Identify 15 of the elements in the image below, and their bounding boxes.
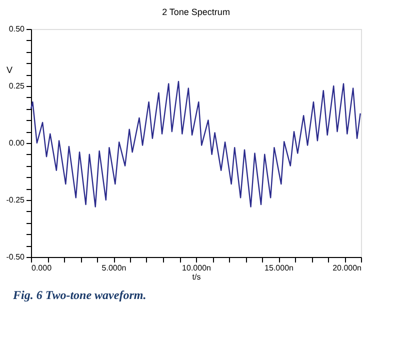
- caption: Fig. 6 Two-tone waveform.: [12, 288, 146, 302]
- x-tick-label: 20.000n: [332, 264, 362, 272]
- x-tick-label: 15.000n: [264, 264, 294, 272]
- y-axis-title: V: [6, 65, 13, 76]
- line-series: [30, 80, 361, 208]
- y-tick-label: 0.25: [8, 82, 26, 90]
- y-tick-label: 0.00: [8, 138, 26, 148]
- y-tick-label: 0.50: [8, 24, 26, 34]
- x-tick-label: 0.000: [32, 264, 52, 272]
- x-axis-title: t/s: [192, 272, 201, 282]
- x-tick-label: 5.000n: [102, 264, 126, 272]
- y-tick-label: -0.50: [6, 252, 26, 262]
- x-tick-label: 10.000n: [182, 264, 211, 272]
- y-tick-label: -0.25: [6, 196, 26, 204]
- chart-title: 2 Tone Spectrum: [162, 7, 230, 17]
